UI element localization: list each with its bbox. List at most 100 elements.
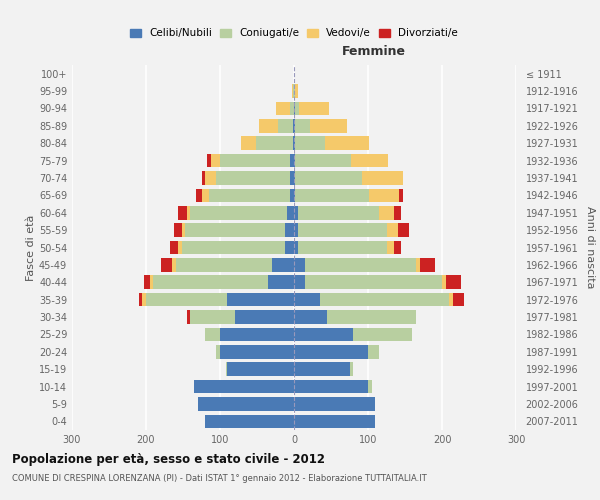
Bar xyxy=(294,240,298,254)
Bar xyxy=(278,119,293,132)
Bar xyxy=(351,154,388,168)
Bar xyxy=(294,224,298,237)
Bar xyxy=(217,345,220,358)
Bar xyxy=(368,345,379,358)
Bar xyxy=(235,310,294,324)
Bar xyxy=(220,328,294,341)
Bar xyxy=(275,102,290,115)
Bar xyxy=(217,171,290,185)
Bar xyxy=(290,188,294,202)
Bar xyxy=(446,276,461,289)
Bar xyxy=(194,380,294,394)
Bar xyxy=(320,293,449,306)
Bar xyxy=(295,188,370,202)
Bar xyxy=(328,310,416,324)
Bar xyxy=(294,362,349,376)
Bar xyxy=(453,293,464,306)
Bar xyxy=(205,328,220,341)
Bar xyxy=(294,84,295,98)
Bar xyxy=(294,310,328,324)
Bar xyxy=(362,171,403,185)
Bar xyxy=(293,119,294,132)
Bar xyxy=(187,206,190,220)
Bar xyxy=(294,328,353,341)
Bar xyxy=(256,136,293,150)
Bar xyxy=(398,224,409,237)
Bar xyxy=(226,362,227,376)
Bar xyxy=(139,293,142,306)
Bar xyxy=(294,258,305,272)
Bar xyxy=(259,119,278,132)
Bar xyxy=(310,119,347,132)
Bar xyxy=(298,240,386,254)
Bar xyxy=(305,276,442,289)
Bar xyxy=(294,206,298,220)
Bar xyxy=(368,380,372,394)
Bar xyxy=(190,310,235,324)
Bar xyxy=(295,102,299,115)
Bar xyxy=(294,345,368,358)
Bar xyxy=(287,206,294,220)
Text: COMUNE DI CRESPINA LORENZANA (PI) - Dati ISTAT 1° gennaio 2012 - Elaborazione TU: COMUNE DI CRESPINA LORENZANA (PI) - Dati… xyxy=(12,474,427,483)
Bar xyxy=(298,224,386,237)
Bar xyxy=(154,276,268,289)
Bar xyxy=(285,240,294,254)
Bar xyxy=(198,397,294,410)
Bar xyxy=(386,224,398,237)
Bar xyxy=(294,380,368,394)
Bar xyxy=(196,188,202,202)
Bar xyxy=(295,84,298,98)
Bar xyxy=(172,258,176,272)
Bar xyxy=(176,258,272,272)
Text: Popolazione per età, sesso e stato civile - 2012: Popolazione per età, sesso e stato civil… xyxy=(12,452,325,466)
Bar xyxy=(295,119,310,132)
Bar xyxy=(292,84,293,98)
Bar xyxy=(205,171,216,185)
Bar xyxy=(349,362,353,376)
Bar xyxy=(294,414,376,428)
Bar xyxy=(182,240,285,254)
Bar xyxy=(187,310,190,324)
Bar xyxy=(290,154,294,168)
Bar xyxy=(295,154,351,168)
Bar xyxy=(182,224,185,237)
Bar xyxy=(294,102,295,115)
Bar xyxy=(394,240,401,254)
Bar xyxy=(185,224,285,237)
Bar xyxy=(294,119,295,132)
Bar xyxy=(150,276,154,289)
Bar xyxy=(209,188,290,202)
Bar xyxy=(227,293,294,306)
Bar xyxy=(144,276,150,289)
Text: Femmine: Femmine xyxy=(342,44,406,58)
Bar xyxy=(298,206,379,220)
Bar xyxy=(370,188,399,202)
Bar xyxy=(142,293,146,306)
Bar xyxy=(220,345,294,358)
Y-axis label: Fasce di età: Fasce di età xyxy=(26,214,36,280)
Bar xyxy=(379,206,394,220)
Bar xyxy=(353,328,412,341)
Bar xyxy=(294,276,305,289)
Bar xyxy=(178,240,182,254)
Bar xyxy=(190,206,287,220)
Bar xyxy=(399,188,403,202)
Bar xyxy=(449,293,453,306)
Bar xyxy=(208,154,211,168)
Bar xyxy=(299,102,329,115)
Bar xyxy=(202,188,209,202)
Bar xyxy=(220,154,290,168)
Bar xyxy=(294,154,295,168)
Bar xyxy=(170,240,178,254)
Bar xyxy=(442,276,446,289)
Bar xyxy=(294,397,376,410)
Bar xyxy=(174,224,182,237)
Bar xyxy=(416,258,420,272)
Bar xyxy=(272,258,294,272)
Bar xyxy=(290,102,294,115)
Bar xyxy=(294,171,295,185)
Bar xyxy=(420,258,434,272)
Bar xyxy=(205,414,294,428)
Bar xyxy=(325,136,370,150)
Bar xyxy=(178,206,187,220)
